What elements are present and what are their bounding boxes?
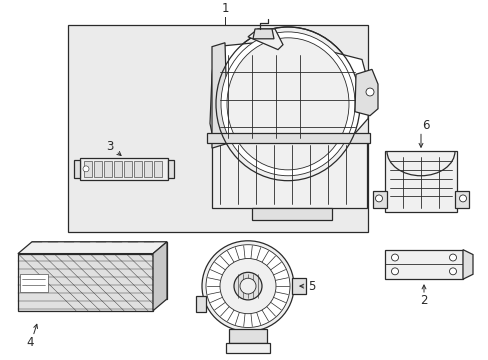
- Bar: [291, 278, 305, 294]
- Polygon shape: [153, 242, 167, 311]
- Bar: [134, 161, 142, 177]
- Ellipse shape: [221, 32, 354, 176]
- Circle shape: [375, 195, 382, 202]
- Polygon shape: [462, 249, 472, 279]
- Bar: [384, 249, 462, 279]
- Bar: [196, 296, 205, 312]
- Polygon shape: [252, 29, 273, 39]
- Polygon shape: [209, 40, 369, 148]
- Bar: [154, 161, 162, 177]
- Polygon shape: [80, 158, 168, 180]
- Bar: [84, 161, 92, 177]
- Circle shape: [205, 245, 289, 328]
- Bar: [206, 134, 369, 143]
- Bar: [124, 161, 132, 177]
- Polygon shape: [74, 160, 80, 178]
- Text: 5: 5: [307, 280, 315, 293]
- Bar: [94, 161, 102, 177]
- Text: 3: 3: [106, 140, 113, 153]
- Polygon shape: [354, 69, 377, 116]
- Circle shape: [459, 195, 466, 202]
- Circle shape: [83, 166, 89, 172]
- Bar: [251, 208, 331, 220]
- Text: 2: 2: [419, 294, 427, 307]
- Circle shape: [365, 88, 373, 96]
- Circle shape: [220, 258, 275, 314]
- Text: 6: 6: [421, 119, 429, 132]
- Bar: [104, 161, 112, 177]
- Bar: [225, 343, 269, 353]
- Ellipse shape: [226, 38, 348, 170]
- Polygon shape: [18, 253, 153, 311]
- Circle shape: [240, 278, 256, 294]
- Bar: [454, 190, 468, 208]
- Text: 4: 4: [26, 336, 34, 349]
- Circle shape: [391, 268, 398, 275]
- Polygon shape: [168, 160, 174, 178]
- Polygon shape: [18, 242, 167, 253]
- Ellipse shape: [216, 27, 359, 181]
- Bar: [20, 274, 48, 292]
- Bar: [372, 190, 386, 208]
- Bar: [384, 151, 456, 212]
- Text: 1: 1: [221, 2, 228, 15]
- Bar: [228, 329, 266, 343]
- Bar: [114, 161, 122, 177]
- Bar: [212, 141, 366, 208]
- Circle shape: [234, 272, 262, 300]
- Bar: [143, 161, 152, 177]
- Circle shape: [391, 254, 398, 261]
- Circle shape: [202, 241, 293, 332]
- Polygon shape: [247, 29, 283, 50]
- Polygon shape: [32, 242, 167, 299]
- Bar: [68, 25, 367, 232]
- Circle shape: [448, 268, 456, 275]
- Circle shape: [448, 254, 456, 261]
- Polygon shape: [212, 43, 227, 148]
